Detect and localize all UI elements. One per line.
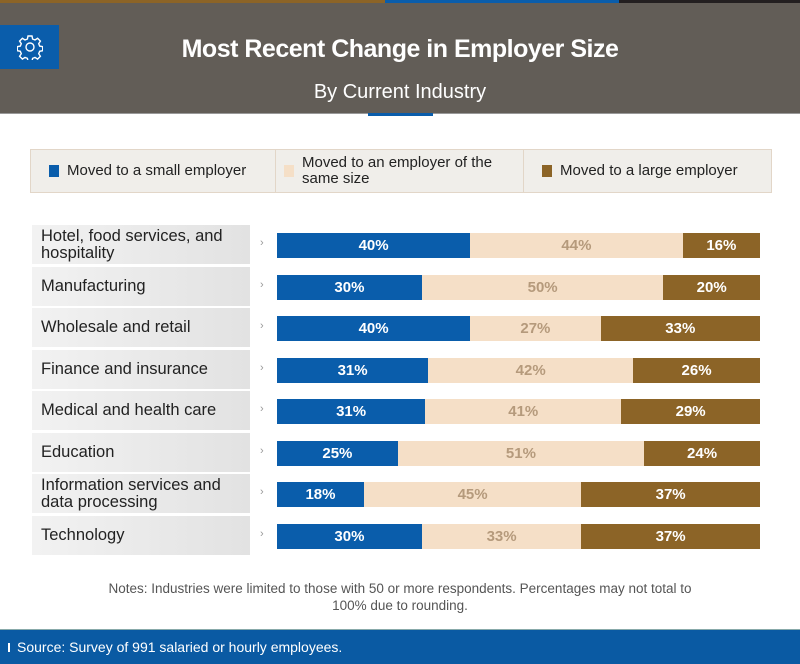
chart-row: Finance and insurance › 31% 42% 26% [32,349,760,391]
stacked-bar: 30% 50% 20% [277,274,760,300]
category-label: Medical and health care [32,391,250,431]
accent-bar [368,113,433,116]
chart-row: Information services and data processing… [32,474,760,515]
legend-item-small: Moved to a small employer [31,150,276,192]
bar-segment: 24% [644,440,760,466]
stacked-bar: 30% 33% 37% [277,523,760,549]
bar-segment: 50% [421,274,664,300]
source-text: Source: Survey of 991 salaried or hourly… [17,639,343,655]
bar-segment: 18% [277,482,364,507]
category-label: Hotel, food services, and hospitality [32,225,250,265]
bar-segment: 40% [277,316,471,341]
stacked-bar: 40% 27% 33% [277,316,760,341]
legend-swatch [284,165,294,177]
bar-segment: 26% [633,357,760,383]
stacked-bar: 18% 45% 37% [277,482,760,507]
chevron-right-icon: › [260,486,264,498]
chart-title: Most Recent Change in Employer Size [181,35,619,63]
chevron-right-icon: › [260,237,264,249]
source-footer: Source: Survey of 991 salaried or hourly… [0,629,800,664]
bar-segment: 31% [277,399,426,424]
bar-segment: 33% [600,316,760,341]
chart-row: Hotel, food services, and hospitality › 40… [32,225,760,266]
chevron-right-icon: › [260,444,264,457]
bar-segment: 51% [397,440,645,466]
bar-segment: 42% [428,357,634,383]
category-label: Information services and data processing [32,474,250,514]
legend-label: Moved to a large employer [560,162,738,179]
category-label: Manufacturing [32,266,250,307]
bar-segment: 25% [277,440,398,466]
bar-segment: 20% [663,274,760,300]
bar-segment: 16% [682,233,760,258]
legend-swatch [542,165,552,177]
stacked-bar: 31% 41% 29% [277,399,760,424]
top-color-bar [0,0,800,3]
bar-segment: 29% [621,399,760,424]
chart-row: Education › 25% 51% 24% [32,432,760,474]
bar-segment: 27% [470,316,601,341]
legend-item-same: Moved to an employer of the same size [276,150,524,192]
legend: Moved to a small employer Moved to an em… [30,149,772,193]
bar-segment: 45% [363,482,582,507]
bar-segment: 37% [581,523,760,549]
bar-segment: 30% [277,274,422,300]
bar-segment: 31% [277,357,429,383]
legend-label: Moved to an employer of the same size [302,154,493,187]
notes: Notes: Industries were limited to those … [108,581,692,613]
gear-icon [0,25,59,69]
chevron-right-icon: › [260,527,264,540]
legend-item-large: Moved to a large employer [524,150,771,192]
chevron-right-icon: › [260,403,264,415]
chart-row: Wholesale and retail › 40% 27% 33% [32,308,760,349]
chevron-right-icon: › [260,320,264,332]
chart-subtitle: By Current Industry [313,81,487,103]
bar-segment: 37% [581,482,760,507]
header: Most Recent Change in Employer Size By C… [0,3,800,114]
stacked-bar: 31% 42% 26% [277,357,760,383]
stacked-bar: 40% 44% 16% [277,233,760,258]
bar-segment: 44% [470,233,683,258]
bar-segment: 40% [277,233,471,258]
chevron-right-icon: › [260,361,264,374]
category-label: Education [32,432,250,473]
category-label: Technology [32,515,250,556]
chart-row: Technology › 30% 33% 37% [32,515,760,557]
legend-label: Moved to a small employer [67,162,247,179]
legend-swatch [49,165,59,177]
bar-segment: 41% [425,399,622,424]
bar-segment: 33% [421,523,582,549]
chart-row: Medical and health care › 31% 41% 29% [32,391,760,432]
category-label: Finance and insurance [32,349,250,390]
stacked-bar: 25% 51% 24% [277,440,760,466]
category-label: Wholesale and retail [32,308,250,348]
chart-row: Manufacturing › 30% 50% 20% [32,266,760,308]
bar-segment: 30% [277,523,422,549]
chevron-right-icon: › [260,278,264,291]
